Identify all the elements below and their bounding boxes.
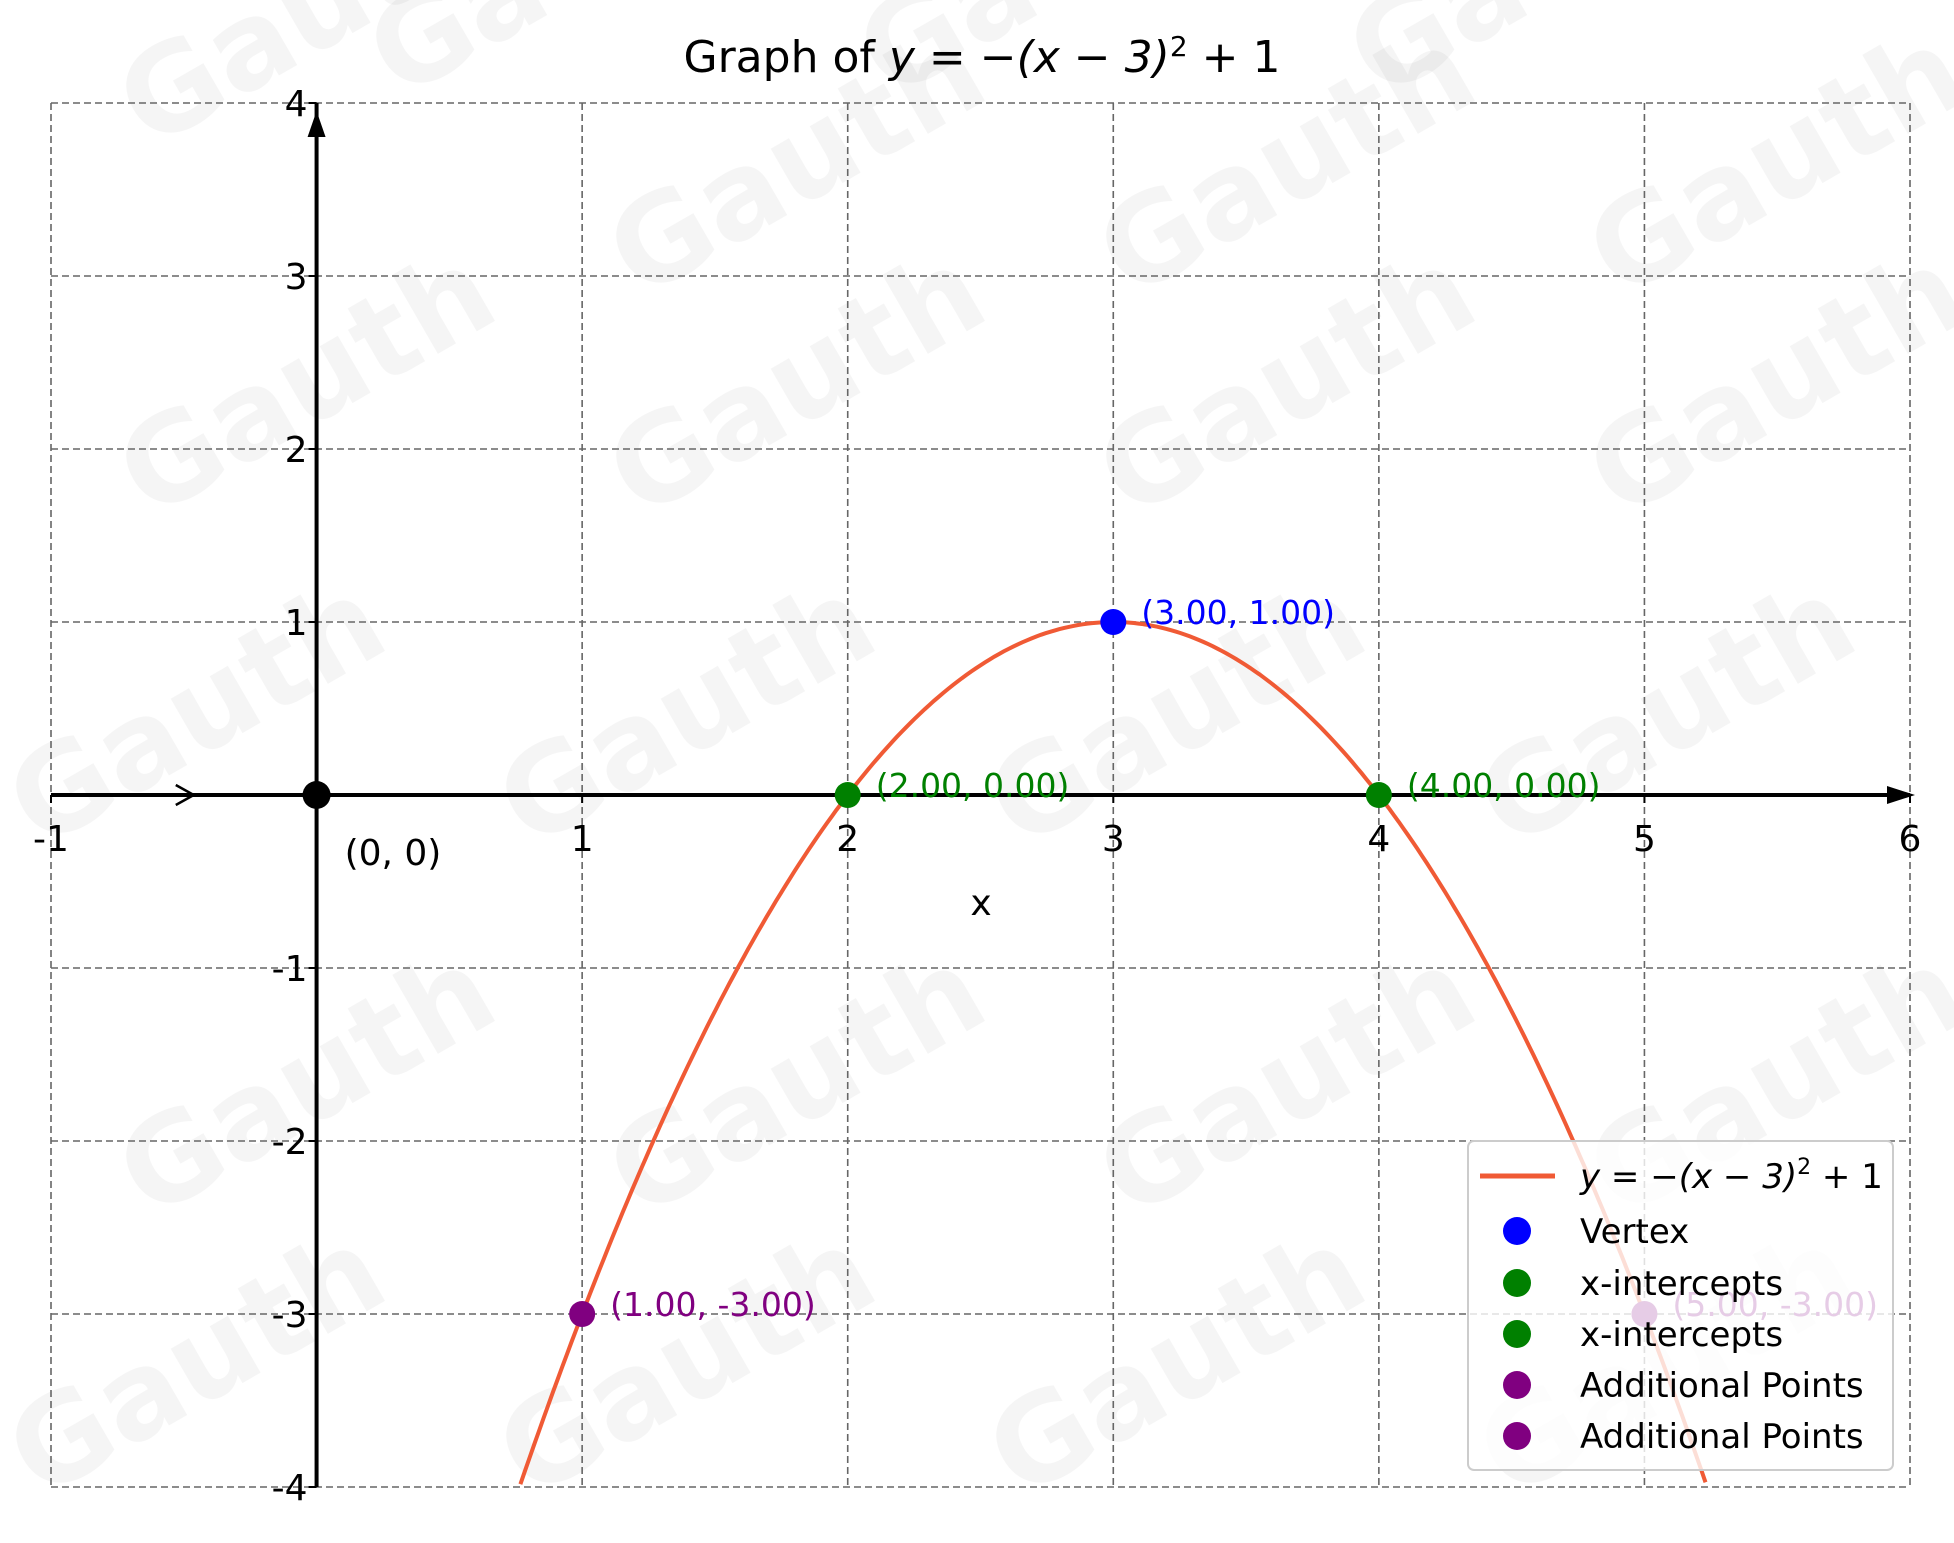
y-tick-label: 3 [285,257,308,298]
y-axis-arrow-icon [307,111,326,137]
watermark-text: Gauth [1075,921,1498,1245]
watermark-text: Gauth [475,551,898,875]
tick-labels: -1 1 2 3 4 5 6 4 3 2 1 -1 -2 -3 -4 [33,84,1921,1509]
y-tick-label: 4 [285,84,308,125]
y-tick-label: -3 [272,1295,308,1336]
y-tick-label: 1 [285,603,308,644]
x-tick-label: 6 [1899,819,1922,860]
x-tick-label: -1 [33,819,69,860]
x-intercepts-point [1365,782,1392,808]
x-axis-arrow-icon [1887,786,1915,804]
x-tick-label: 1 [571,819,594,860]
title-prefix: Graph of [684,32,889,83]
chart-title: Graph of y = −(x − 3)2 + 1 [684,30,1281,83]
legend-marker [1503,1269,1531,1297]
watermark-text: Gauth [965,1201,1388,1525]
legend-label: Additional Points [1580,1366,1864,1406]
title-exponent: 2 [1170,30,1188,63]
legend-marker [1503,1320,1531,1348]
title-suffix: + 1 [1188,32,1281,83]
legend-box [1467,1140,1894,1471]
legend-label: Vertex [1580,1212,1689,1252]
legend-label-curve: y = −(x − 3)2 + 1 [1579,1155,1883,1197]
title-equation: y = −(x − 3) [887,32,1170,83]
x-tick-label: 4 [1367,819,1390,860]
legend-equation: y = −(x − 3) [1579,1157,1797,1197]
legend-marker [1503,1371,1531,1399]
watermark-text: Gauth [1455,551,1878,875]
x-intercepts-point [834,782,861,808]
x-intercepts-label: (2.00, 0.00) [876,766,1070,805]
x-intercepts-label: (4.00, 0.00) [1407,766,1601,805]
legend-label: x-intercepts [1580,1315,1783,1355]
x-axis-label: x [970,883,991,924]
origin-label: (0, 0) [345,833,442,874]
legend-label: Additional Points [1580,1417,1864,1457]
vertex-point [1100,609,1127,635]
y-tick-label: -1 [272,949,308,990]
watermark-text: Gauth [475,1201,898,1525]
x-tick-label: 2 [836,819,859,860]
vertex-label: (3.00, 1.00) [1141,593,1335,632]
watermark-text: Gauth [0,1201,408,1525]
watermark-text: Gauth [585,921,1008,1245]
legend-marker [1503,1422,1531,1450]
watermark-text: Gauth [1325,0,1748,125]
origin-point [302,781,331,809]
legend-marker [1503,1217,1531,1245]
y-tick-label: -2 [272,1122,308,1163]
legend-exponent: 2 [1797,1155,1811,1180]
x-tick-label: 3 [1102,819,1125,860]
additional-points-point [569,1301,596,1327]
y-tick-label: -4 [272,1468,308,1509]
legend-suffix: + 1 [1811,1157,1883,1197]
axis-marker-icon [175,783,197,807]
y-tick-label: 2 [285,430,308,471]
legend: y = −(x − 3)2 + 1 Vertex x-intercepts x-int… [1467,1140,1894,1471]
x-tick-label: 5 [1633,819,1656,860]
additional-points-label: (1.00, -3.00) [610,1285,816,1324]
legend-label: x-intercepts [1580,1264,1783,1304]
